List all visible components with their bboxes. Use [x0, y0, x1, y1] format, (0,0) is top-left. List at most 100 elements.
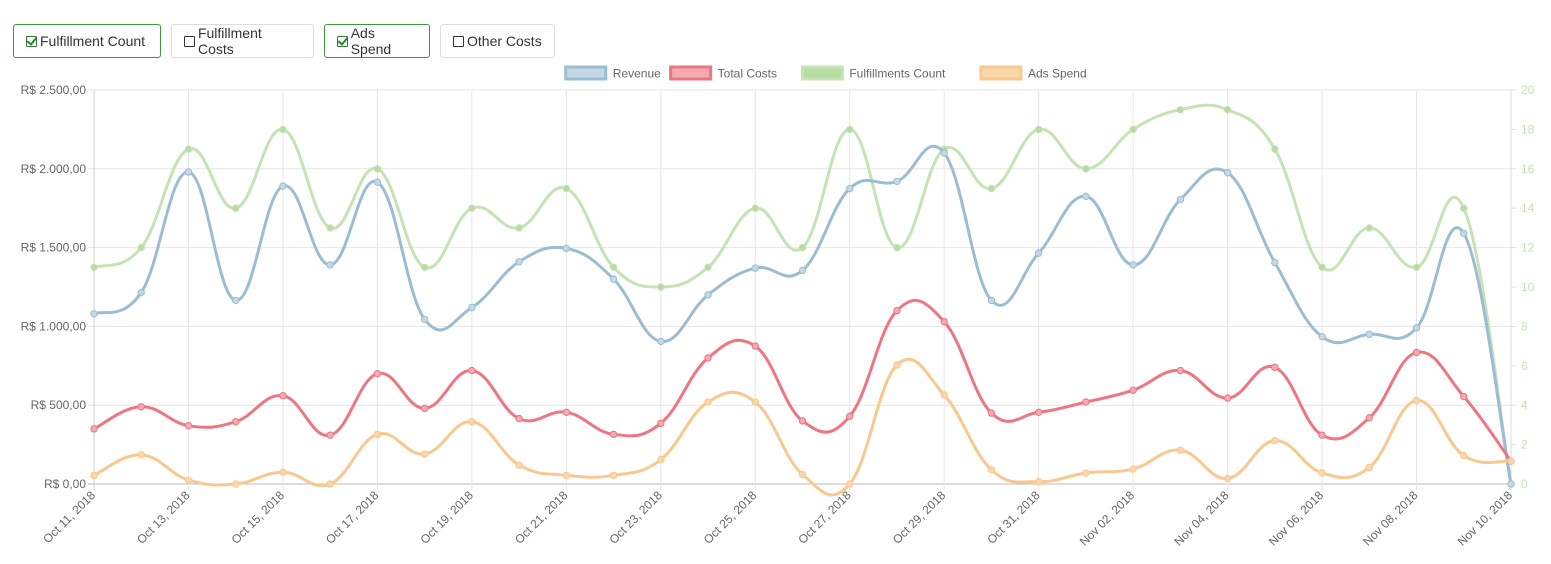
total-costs-point[interactable]: [373, 369, 382, 378]
revenue-point[interactable]: [184, 168, 193, 176]
ads-spend-point[interactable]: [137, 451, 145, 459]
total-costs-point[interactable]: [609, 430, 618, 439]
revenue-point[interactable]: [1507, 480, 1515, 488]
ads-spend-point[interactable]: [893, 361, 901, 369]
total-costs-point[interactable]: [1176, 366, 1185, 375]
ads-spend-point[interactable]: [1460, 451, 1468, 460]
fulfillments-count-point[interactable]: [515, 224, 523, 232]
revenue-point[interactable]: [846, 184, 854, 193]
ads-spend-point[interactable]: [90, 471, 98, 480]
total-costs-point[interactable]: [420, 404, 429, 413]
revenue-point[interactable]: [1460, 229, 1468, 238]
fulfillments-count-point[interactable]: [420, 263, 429, 271]
ads-spend-toggle[interactable]: Ads Spend: [324, 24, 430, 58]
total-costs-point[interactable]: [1412, 348, 1421, 357]
total-costs-point[interactable]: [704, 354, 712, 362]
total-costs-point[interactable]: [940, 317, 948, 326]
revenue-point[interactable]: [704, 291, 712, 299]
ads-spend-point[interactable]: [232, 480, 240, 488]
total-costs-point[interactable]: [232, 418, 240, 426]
ads-spend-point[interactable]: [940, 391, 948, 399]
total-costs-point[interactable]: [1129, 386, 1137, 394]
ads-spend-point[interactable]: [279, 468, 287, 476]
ads-spend-point[interactable]: [1271, 436, 1279, 445]
revenue-legend-label[interactable]: Revenue: [613, 67, 661, 81]
fulfillments-count-point[interactable]: [326, 224, 334, 232]
fulfillments-count-point[interactable]: [987, 184, 996, 193]
fulfillments-count-point[interactable]: [704, 263, 712, 271]
ads-spend-point[interactable]: [1223, 474, 1232, 483]
total-costs-point[interactable]: [1365, 414, 1374, 422]
revenue-point[interactable]: [1412, 324, 1421, 332]
revenue-point[interactable]: [515, 258, 523, 266]
revenue-point[interactable]: [1271, 258, 1279, 267]
fulfillments-count-point[interactable]: [468, 204, 476, 212]
total-costs-point[interactable]: [987, 409, 996, 417]
fulfillments-count-point[interactable]: [893, 243, 901, 252]
revenue-point[interactable]: [609, 275, 618, 283]
revenue-point[interactable]: [987, 296, 996, 305]
revenue-point[interactable]: [1223, 169, 1232, 177]
ads-spend-point[interactable]: [1412, 396, 1421, 405]
fulfillment-count-toggle[interactable]: Fulfillment Count: [13, 24, 161, 58]
total-costs-point[interactable]: [326, 431, 334, 439]
revenue-point[interactable]: [1365, 330, 1374, 338]
fulfillments-count-point[interactable]: [1412, 263, 1421, 271]
revenue-point[interactable]: [1318, 332, 1326, 341]
ads-spend-point[interactable]: [609, 471, 618, 480]
total-costs-point[interactable]: [751, 342, 759, 350]
fulfillments-count-point[interactable]: [1318, 263, 1326, 271]
ads-spend-point[interactable]: [562, 471, 571, 480]
fulfillments-count-point[interactable]: [798, 243, 807, 252]
revenue-point[interactable]: [893, 177, 901, 186]
fulfillments-count-point[interactable]: [1223, 106, 1232, 114]
total-costs-point[interactable]: [137, 403, 145, 411]
revenue-point[interactable]: [940, 149, 948, 157]
revenue-point[interactable]: [326, 261, 334, 269]
ads-spend-point[interactable]: [1507, 457, 1515, 465]
fulfillments-count-point[interactable]: [846, 125, 854, 134]
revenue-point[interactable]: [137, 288, 145, 297]
ads-spend-point[interactable]: [798, 470, 807, 479]
ads-spend-point[interactable]: [704, 398, 712, 406]
total-costs-point[interactable]: [893, 306, 901, 315]
total-costs-point[interactable]: [657, 419, 665, 428]
revenue-point[interactable]: [468, 303, 476, 312]
fulfillments-count-legend-label[interactable]: Fulfillments Count: [849, 67, 946, 81]
revenue-point[interactable]: [1129, 261, 1137, 269]
fulfillments-count-point[interactable]: [232, 204, 240, 212]
ads-spend-legend-swatch[interactable]: [979, 65, 1023, 81]
fulfillments-count-point[interactable]: [1176, 106, 1185, 114]
revenue-point[interactable]: [1176, 195, 1185, 204]
ads-spend-point[interactable]: [1129, 465, 1137, 473]
total-costs-point[interactable]: [184, 421, 193, 430]
other-costs-toggle[interactable]: Other Costs: [440, 24, 555, 58]
ads-spend-point[interactable]: [326, 480, 334, 488]
revenue-point[interactable]: [90, 310, 98, 318]
total-costs-point[interactable]: [1460, 392, 1468, 401]
ads-spend-point[interactable]: [184, 476, 193, 484]
revenue-point[interactable]: [373, 178, 382, 186]
ads-spend-point[interactable]: [846, 480, 854, 488]
fulfillments-count-point[interactable]: [1082, 165, 1090, 173]
total-costs-point[interactable]: [279, 392, 287, 400]
ads-spend-point[interactable]: [987, 466, 996, 474]
revenue-legend-swatch[interactable]: [564, 65, 608, 81]
total-costs-point[interactable]: [1034, 408, 1043, 416]
fulfillment-costs-toggle[interactable]: Fulfillment Costs: [171, 24, 314, 58]
revenue-point[interactable]: [420, 315, 429, 324]
fulfillments-count-point[interactable]: [1365, 224, 1374, 232]
total-costs-point[interactable]: [846, 412, 854, 420]
ads-spend-point[interactable]: [1318, 469, 1326, 477]
fulfillments-count-point[interactable]: [657, 283, 665, 291]
total-costs-point[interactable]: [1082, 398, 1090, 406]
total-costs-legend-label[interactable]: Total Costs: [718, 67, 777, 81]
revenue-point[interactable]: [279, 182, 287, 190]
revenue-point[interactable]: [1034, 249, 1043, 257]
total-costs-point[interactable]: [1223, 394, 1232, 402]
fulfillments-count-point[interactable]: [373, 165, 382, 173]
fulfillments-count-point[interactable]: [562, 184, 571, 193]
total-costs-point[interactable]: [562, 408, 571, 416]
fulfillments-count-point[interactable]: [1129, 125, 1137, 134]
revenue-point[interactable]: [798, 266, 807, 275]
